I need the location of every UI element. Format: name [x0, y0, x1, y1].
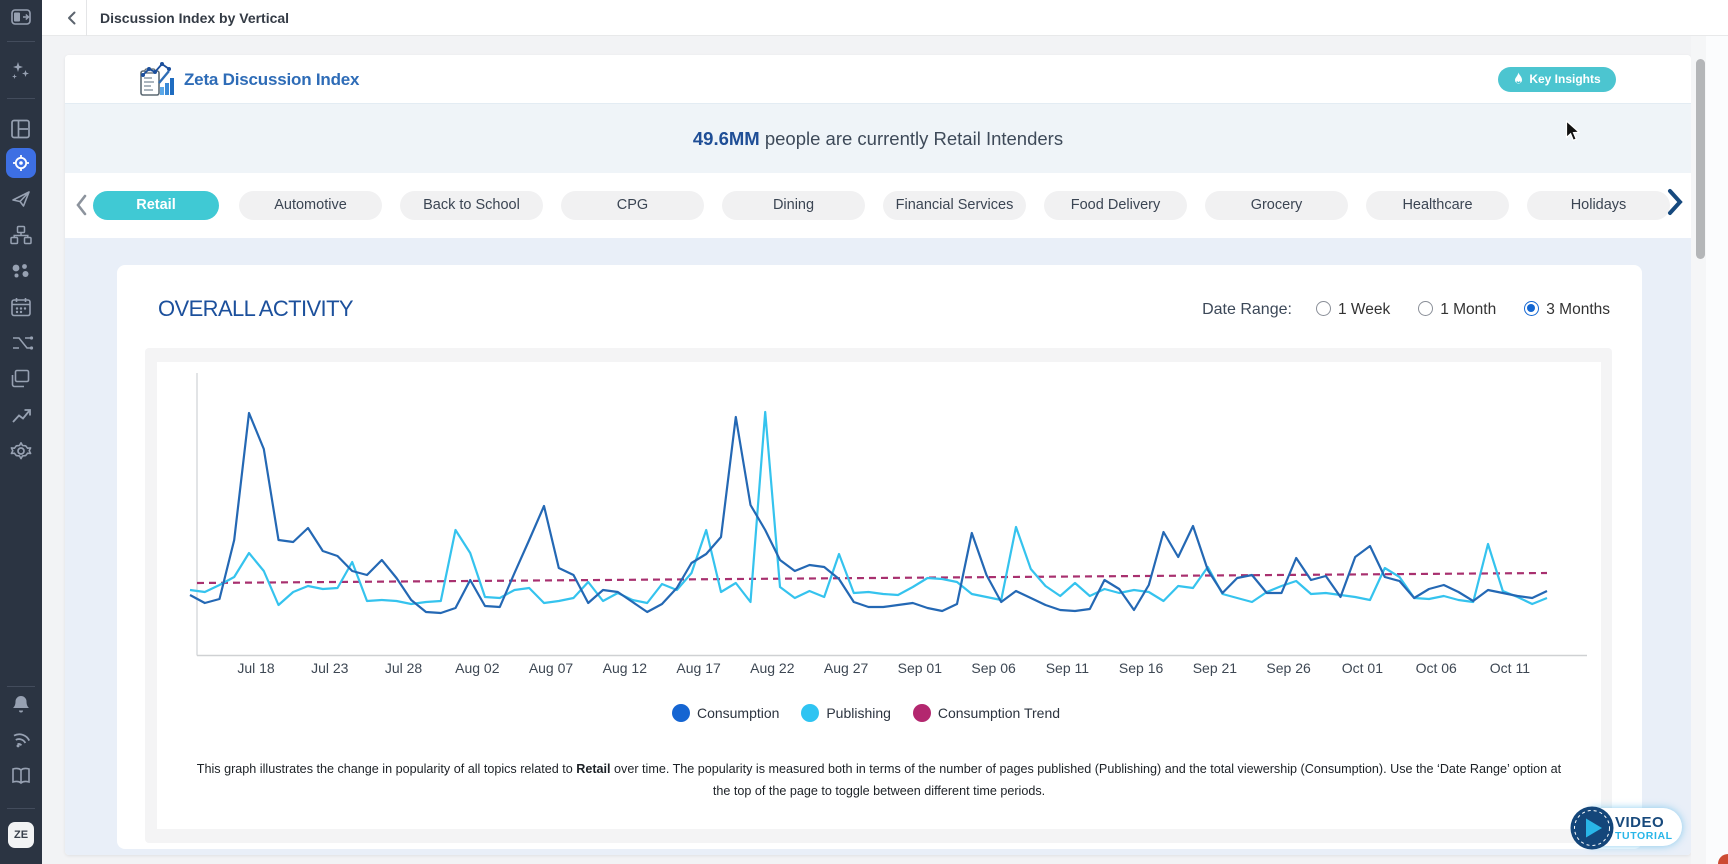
svg-text:Aug 07: Aug 07	[529, 660, 574, 676]
svg-text:Aug 17: Aug 17	[676, 660, 721, 676]
svg-text:Aug 12: Aug 12	[603, 660, 648, 676]
svg-text:Oct 11: Oct 11	[1490, 660, 1530, 676]
svg-text:Jul 18: Jul 18	[237, 660, 275, 676]
svg-text:Oct 06: Oct 06	[1416, 660, 1457, 676]
svg-text:Jul 23: Jul 23	[311, 660, 349, 676]
svg-text:Sep 21: Sep 21	[1193, 660, 1238, 676]
svg-text:Aug 02: Aug 02	[455, 660, 500, 676]
svg-text:Aug 22: Aug 22	[750, 660, 795, 676]
svg-text:Sep 11: Sep 11	[1046, 660, 1090, 676]
svg-text:Sep 16: Sep 16	[1119, 660, 1164, 676]
svg-text:Sep 06: Sep 06	[971, 660, 1016, 676]
svg-text:Sep 01: Sep 01	[898, 660, 943, 676]
svg-text:Aug 27: Aug 27	[824, 660, 869, 676]
svg-text:Jul 28: Jul 28	[385, 660, 423, 676]
svg-text:Oct 01: Oct 01	[1342, 660, 1383, 676]
svg-text:Sep 26: Sep 26	[1266, 660, 1311, 676]
